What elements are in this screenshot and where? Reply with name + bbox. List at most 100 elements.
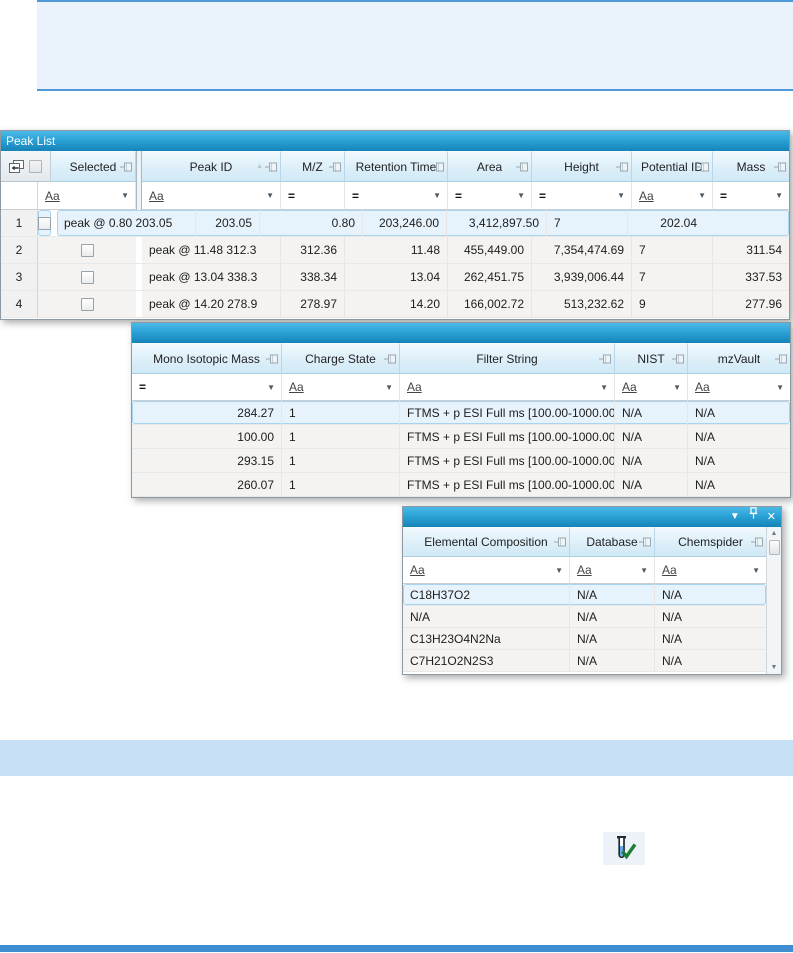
column-splitter[interactable] xyxy=(136,151,142,182)
column-header-mono-isotopic-mass[interactable]: Mono Isotopic Mass xyxy=(132,343,282,374)
table-row[interactable]: 260.07 1 FTMS + p ESI Full ms [100.00-10… xyxy=(132,473,790,497)
pin-icon[interactable] xyxy=(697,162,709,171)
column-header-mzvault[interactable]: mzVault xyxy=(688,343,790,374)
column-header-potential-id[interactable]: Potential ID xyxy=(632,151,713,182)
table-row[interactable]: C18H37O2 N/A N/A xyxy=(403,584,766,606)
scroll-up-icon[interactable]: ▲ xyxy=(770,530,778,537)
pin-icon[interactable] xyxy=(616,162,628,171)
filter-cell-chemspider[interactable]: Aa ▼ xyxy=(655,557,766,584)
table-row[interactable]: N/A N/A N/A xyxy=(403,606,766,628)
filter-dropdown-icon[interactable]: ▼ xyxy=(433,191,441,200)
column-splitter[interactable] xyxy=(136,182,142,210)
filter-dropdown-icon[interactable]: ▼ xyxy=(776,382,784,392)
row-number[interactable]: 1 xyxy=(1,210,38,236)
testtube-check-icon[interactable] xyxy=(603,832,645,865)
filter-cell-mz[interactable]: = xyxy=(281,182,345,210)
filter-dropdown-icon[interactable]: ▼ xyxy=(121,191,129,200)
column-header-mass[interactable]: Mass xyxy=(713,151,789,182)
column-header-elemental-composition[interactable]: Elemental Composition xyxy=(403,527,570,557)
filter-cell-area[interactable]: = ▼ xyxy=(448,182,532,210)
column-header-charge-state[interactable]: Charge State xyxy=(282,343,400,374)
filter-dropdown-icon[interactable]: ▼ xyxy=(517,191,525,200)
filter-dropdown-icon[interactable]: ▼ xyxy=(267,382,275,392)
column-header-peak-id[interactable]: Peak ID ▲ xyxy=(142,151,281,182)
table-row[interactable]: C13H23O4N2Na N/A N/A xyxy=(403,628,766,650)
filter-dropdown-icon[interactable]: ▼ xyxy=(555,565,563,575)
window-menu-icon[interactable]: ▼ xyxy=(729,511,740,522)
column-header-chemspider[interactable]: Chemspider xyxy=(655,527,766,557)
table-row[interactable]: 2 peak @ 11.48 312.3 312.36 11.48 455,44… xyxy=(1,237,789,264)
pin-icon[interactable] xyxy=(599,354,611,363)
scrollbar-thumb[interactable] xyxy=(768,540,780,555)
row-checkbox[interactable] xyxy=(80,297,94,311)
filter-cell-height[interactable]: = ▼ xyxy=(532,182,632,210)
card-view-icon[interactable] xyxy=(9,159,24,173)
pin-icon[interactable] xyxy=(266,354,278,363)
filter-dropdown-icon[interactable]: ▼ xyxy=(617,191,625,200)
peak-list-titlebar[interactable]: Peak List xyxy=(1,131,789,151)
filter-dropdown-icon[interactable]: ▼ xyxy=(673,382,681,392)
pin-icon[interactable] xyxy=(554,537,566,547)
column-header-mz[interactable]: M/Z xyxy=(281,151,345,182)
row-checkbox[interactable] xyxy=(38,216,51,230)
table-row[interactable]: 284.27 1 FTMS + p ESI Full ms [100.00-10… xyxy=(132,401,790,425)
pin-icon[interactable] xyxy=(384,354,396,363)
table-row[interactable]: 100.00 1 FTMS + p ESI Full ms [100.00-10… xyxy=(132,425,790,449)
table-row[interactable]: C7H21O2N2S3 N/A N/A xyxy=(403,650,766,672)
mono-mass-titlebar[interactable] xyxy=(132,323,790,343)
scroll-down-icon[interactable]: ▼ xyxy=(770,664,778,671)
filter-type-icon: = xyxy=(539,188,547,203)
filter-cell-selected[interactable]: Aa ▼ xyxy=(38,182,136,210)
row-number[interactable]: 4 xyxy=(1,291,38,317)
filter-cell-charge-state[interactable]: Aa ▼ xyxy=(282,374,400,401)
row-number[interactable]: 2 xyxy=(1,237,38,263)
filter-cell-potential-id[interactable]: Aa ▼ xyxy=(632,182,713,210)
filter-cell-peak-id[interactable]: Aa ▼ xyxy=(142,182,281,210)
filter-dropdown-icon[interactable]: ▼ xyxy=(752,565,760,575)
filter-cell-filter-string[interactable]: Aa ▼ xyxy=(400,374,615,401)
column-header-retention-time[interactable]: Retention Time xyxy=(345,151,448,182)
pin-icon[interactable] xyxy=(432,162,444,171)
sort-ascending-icon: ▲ xyxy=(256,163,263,170)
column-header-height[interactable]: Height xyxy=(532,151,632,182)
select-all-checkbox[interactable] xyxy=(29,159,42,173)
filter-cell-mass[interactable]: = ▼ xyxy=(713,182,789,210)
filter-cell-nist[interactable]: Aa ▼ xyxy=(615,374,688,401)
pin-icon[interactable] xyxy=(639,537,651,547)
row-checkbox[interactable] xyxy=(80,270,94,284)
close-icon[interactable]: ✕ xyxy=(766,511,776,523)
filter-dropdown-icon[interactable]: ▼ xyxy=(600,382,608,392)
pin-icon[interactable] xyxy=(751,537,763,547)
filter-dropdown-icon[interactable]: ▼ xyxy=(775,191,783,200)
column-header-selected[interactable]: Selected xyxy=(51,151,136,182)
filter-cell-elemental-composition[interactable]: Aa ▼ xyxy=(403,557,570,584)
elemental-titlebar[interactable]: ▼ ✕ xyxy=(403,507,781,527)
table-row[interactable]: 4 peak @ 14.20 278.9 278.97 14.20 166,00… xyxy=(1,291,789,318)
pin-icon[interactable] xyxy=(672,354,684,363)
table-row[interactable]: 3 peak @ 13.04 338.3 338.34 13.04 262,45… xyxy=(1,264,789,291)
column-header-nist[interactable]: NIST xyxy=(615,343,688,374)
pin-icon[interactable] xyxy=(774,162,786,171)
row-number[interactable]: 3 xyxy=(1,264,38,290)
column-header-filter-string[interactable]: Filter String xyxy=(400,343,615,374)
table-row[interactable]: 293.15 1 FTMS + p ESI Full ms [100.00-10… xyxy=(132,449,790,473)
filter-dropdown-icon[interactable]: ▼ xyxy=(640,565,648,575)
filter-cell-retention-time[interactable]: = ▼ xyxy=(345,182,448,210)
vertical-scrollbar[interactable]: ▲ ▼ xyxy=(766,527,781,674)
pin-icon[interactable] xyxy=(329,162,341,171)
filter-dropdown-icon[interactable]: ▼ xyxy=(698,191,706,200)
row-checkbox[interactable] xyxy=(80,243,94,257)
pin-icon[interactable] xyxy=(120,162,132,171)
pin-icon[interactable] xyxy=(775,354,787,363)
pin-icon[interactable] xyxy=(265,162,277,171)
filter-dropdown-icon[interactable]: ▼ xyxy=(385,382,393,392)
table-row[interactable]: 1 peak @ 0.80 203.05 203.05 0.80 203,246… xyxy=(1,210,789,237)
pin-icon[interactable] xyxy=(516,162,528,171)
filter-cell-mono-isotopic-mass[interactable]: = ▼ xyxy=(132,374,282,401)
column-header-database[interactable]: Database xyxy=(570,527,655,557)
filter-cell-database[interactable]: Aa ▼ xyxy=(570,557,655,584)
filter-cell-mzvault[interactable]: Aa ▼ xyxy=(688,374,790,401)
column-header-area[interactable]: Area xyxy=(448,151,532,182)
pin-icon[interactable] xyxy=(749,507,758,527)
filter-dropdown-icon[interactable]: ▼ xyxy=(266,191,274,200)
